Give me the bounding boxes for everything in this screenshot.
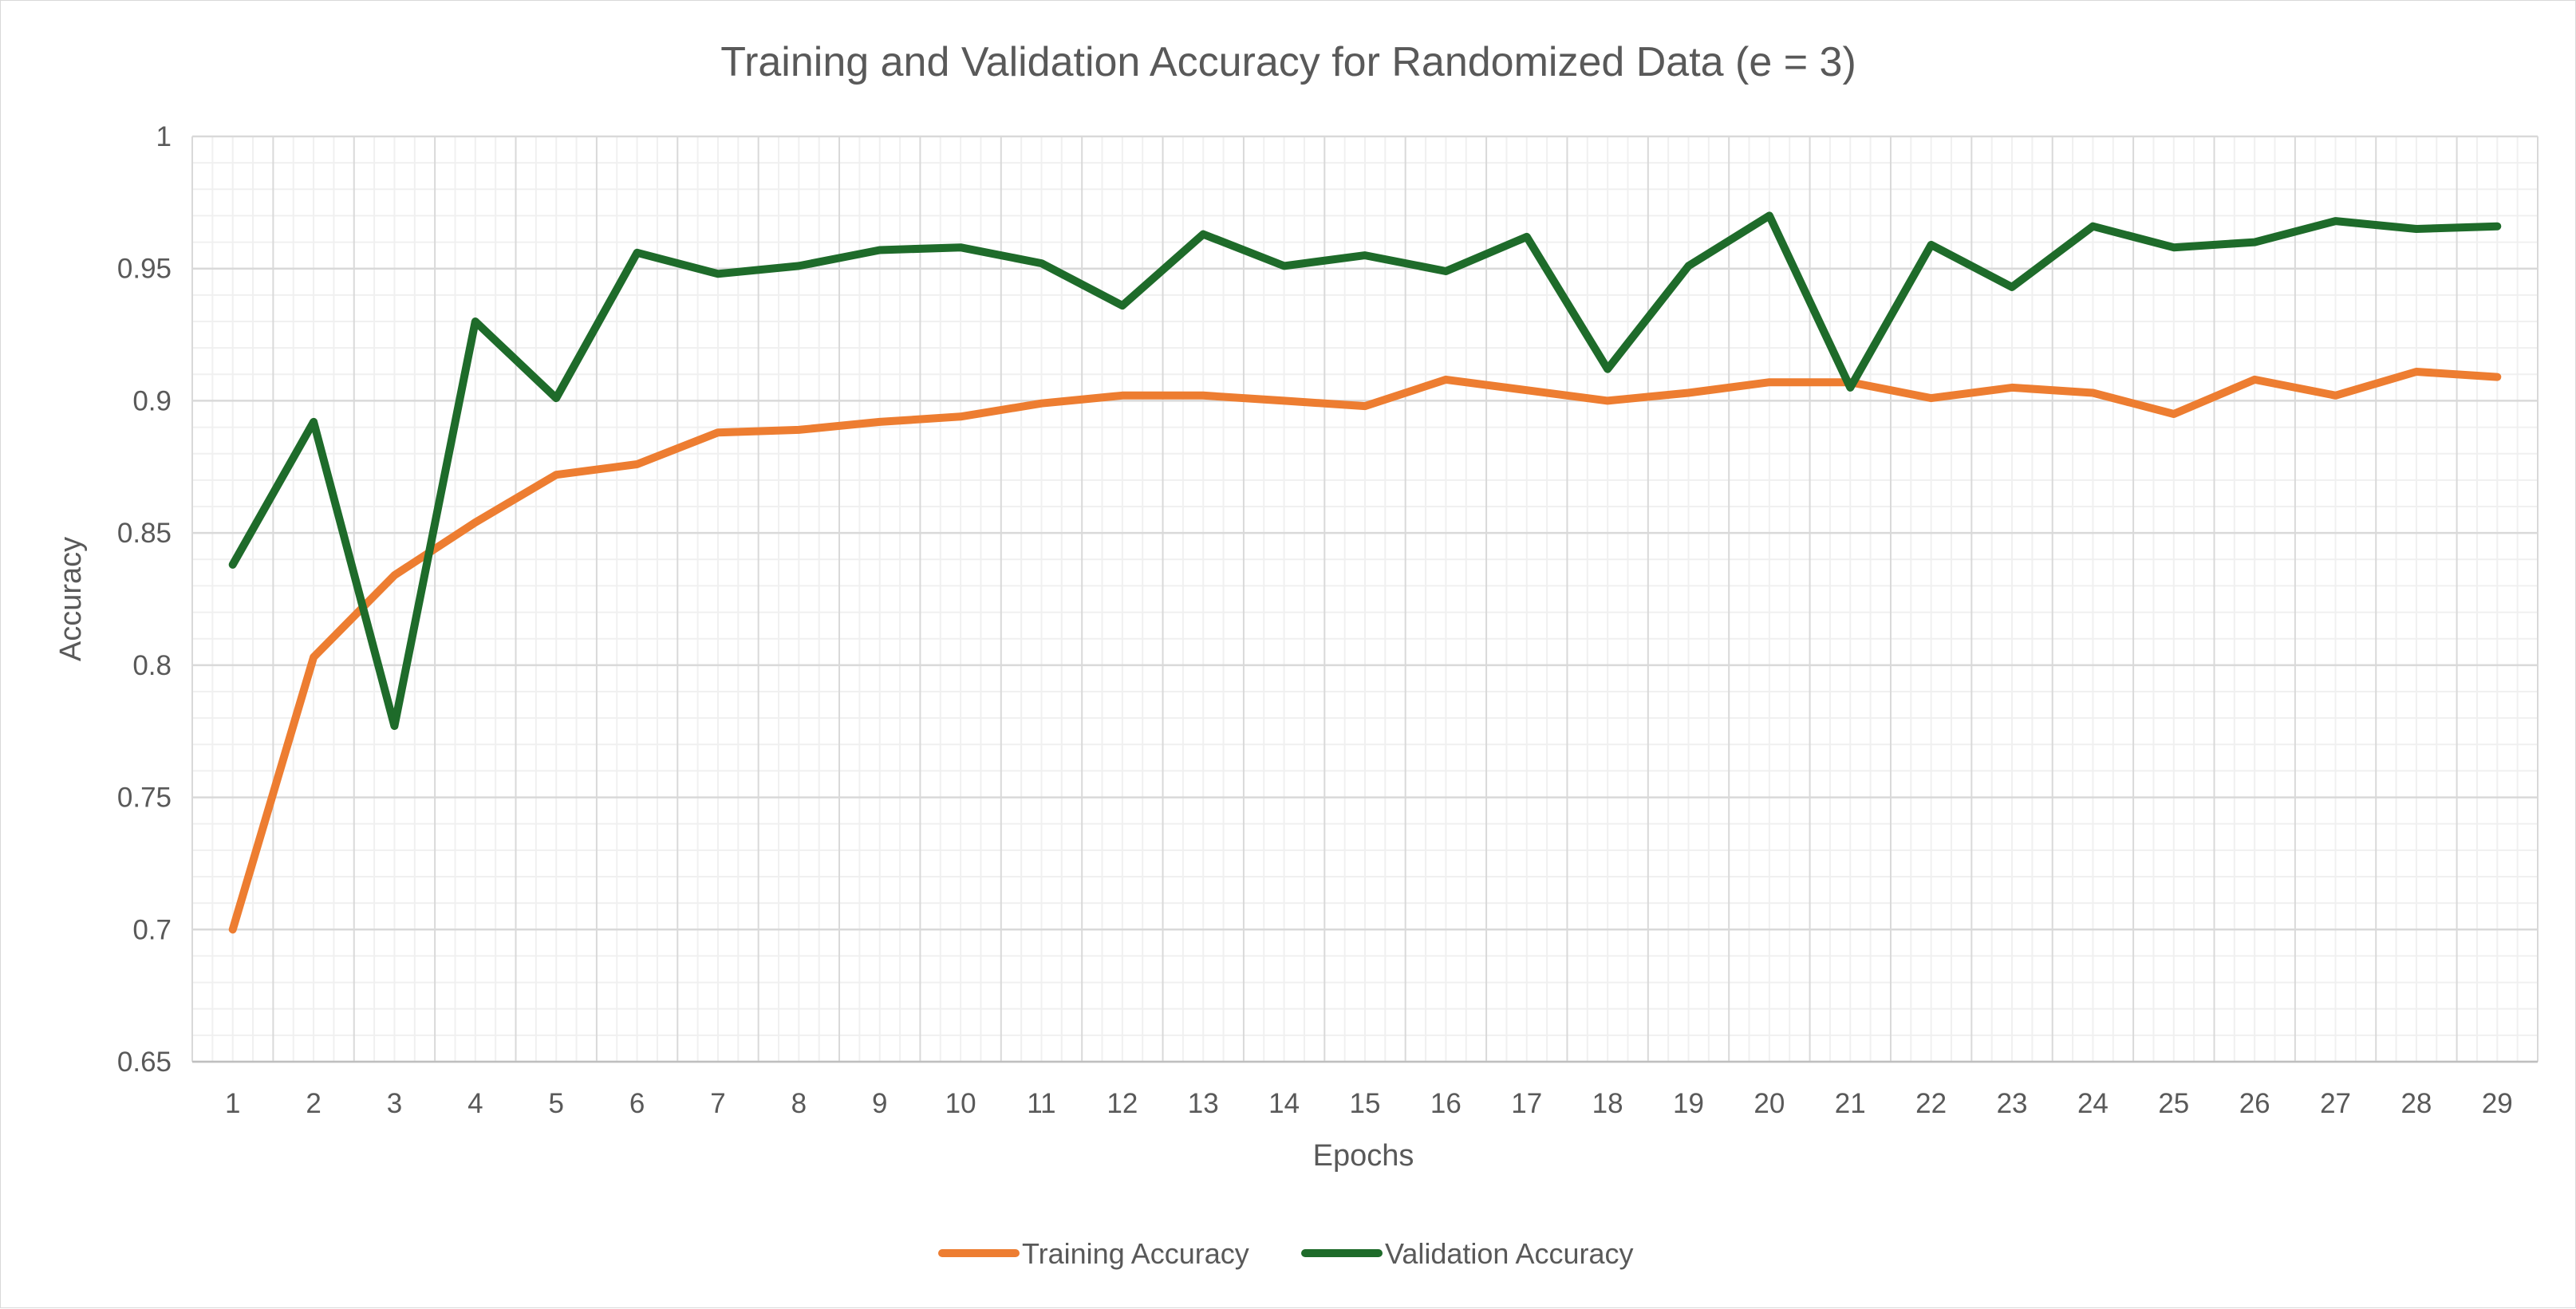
x-tick-label: 2: [306, 1088, 321, 1119]
validation-accuracy-line: [228, 211, 2502, 731]
series-lines: [228, 211, 2502, 934]
x-tick-label: 18: [1592, 1088, 1623, 1119]
grid: [191, 135, 2539, 1063]
y-tick-label: 0.9: [132, 385, 172, 416]
x-tick-label: 3: [387, 1088, 402, 1119]
training-accuracy-legend-label: Training Accuracy: [1022, 1237, 1249, 1270]
x-tick-label: 24: [2077, 1088, 2109, 1119]
x-tick-label: 25: [2158, 1088, 2189, 1119]
y-tick-label: 0.75: [117, 783, 172, 814]
validation-accuracy-legend-label: Validation Accuracy: [1385, 1237, 1634, 1270]
x-tick-label: 10: [945, 1088, 976, 1119]
y-tick-label: 0.7: [132, 914, 172, 945]
x-tick-label: 20: [1753, 1088, 1785, 1119]
x-tick-label: 15: [1350, 1088, 1381, 1119]
x-tick-label: 8: [791, 1088, 807, 1119]
x-axis-title: Epochs: [1313, 1139, 1414, 1173]
x-tick-label: 7: [710, 1088, 725, 1119]
x-tick-label: 12: [1107, 1088, 1138, 1119]
x-tick-label: 16: [1430, 1088, 1462, 1119]
x-tick-label: 21: [1835, 1088, 1866, 1119]
x-tick-label: 23: [1997, 1088, 2028, 1119]
y-tick-label: 0.85: [117, 518, 172, 549]
training-accuracy-line: [228, 368, 2502, 934]
x-tick-label: 19: [1673, 1088, 1704, 1119]
x-tick-label: 9: [872, 1088, 887, 1119]
x-tick-label: 14: [1268, 1088, 1300, 1119]
y-tick-label: 0.8: [132, 650, 172, 681]
y-tick-label: 1: [156, 121, 172, 152]
x-tick-label: 22: [1915, 1088, 1947, 1119]
y-axis-title: Accuracy: [54, 537, 88, 661]
x-tick-label: 6: [629, 1088, 645, 1119]
x-tick-label: 26: [2239, 1088, 2270, 1119]
x-tick-label: 28: [2400, 1088, 2432, 1119]
x-tick-label: 29: [2482, 1088, 2513, 1119]
x-tick-label: 27: [2320, 1088, 2351, 1119]
x-tick-label: 17: [1511, 1088, 1542, 1119]
y-tick-label: 0.65: [117, 1047, 172, 1078]
legend: Training Accuracy Validation Accuracy: [938, 1237, 1634, 1270]
x-tick-label: 11: [1027, 1088, 1055, 1119]
x-tick-label: 13: [1188, 1088, 1219, 1119]
x-tick-label: 1: [225, 1088, 240, 1119]
chart-title: Training and Validation Accuracy for Ran…: [720, 39, 1856, 85]
x-tick-label: 4: [467, 1088, 483, 1119]
x-tick-label: 5: [548, 1088, 563, 1119]
y-tick-label: 0.95: [117, 254, 172, 285]
